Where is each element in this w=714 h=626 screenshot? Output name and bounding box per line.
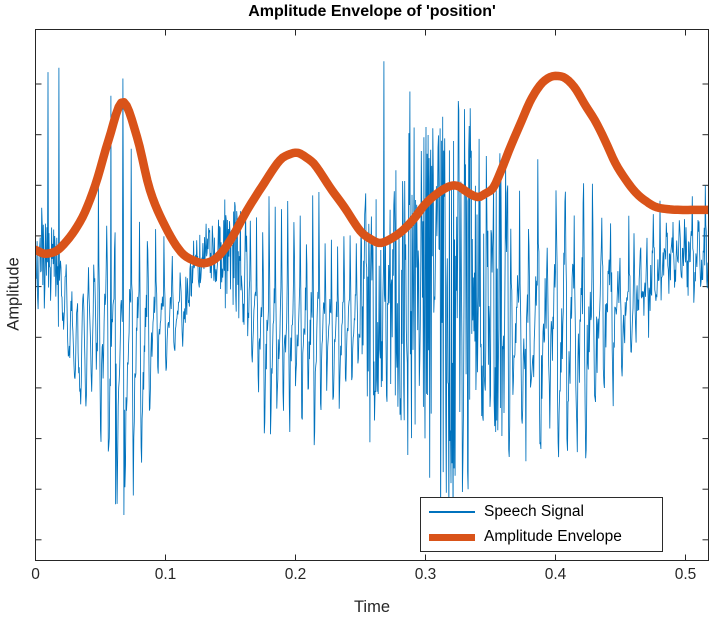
legend-label: Speech Signal xyxy=(484,503,584,520)
legend-item-amplitude-envelope: Amplitude Envelope xyxy=(421,525,662,550)
x-tick-label: 0.4 xyxy=(544,566,567,583)
legend: Speech Signal Amplitude Envelope xyxy=(420,497,663,552)
legend-label: Amplitude Envelope xyxy=(484,528,622,545)
x-tick-label: 0.5 xyxy=(674,566,697,583)
legend-line-sample-envelope xyxy=(429,533,475,541)
x-tick-label: 0.1 xyxy=(154,566,177,583)
signal-line-swatch xyxy=(429,511,475,513)
x-tick-label: 0.3 xyxy=(414,566,437,583)
envelope-line-swatch xyxy=(429,533,475,541)
x-tick-label: 0 xyxy=(31,566,40,583)
y-axis-label: Amplitude xyxy=(4,257,23,331)
axes-box xyxy=(35,29,709,561)
x-tick-label: 0.2 xyxy=(284,566,307,583)
legend-item-speech-signal: Speech Signal xyxy=(421,500,662,525)
legend-line-sample-signal xyxy=(429,511,475,513)
chart-title: Amplitude Envelope of 'position' xyxy=(248,3,496,20)
x-axis-label: Time xyxy=(353,598,391,616)
amplitude-envelope-line xyxy=(35,71,709,268)
